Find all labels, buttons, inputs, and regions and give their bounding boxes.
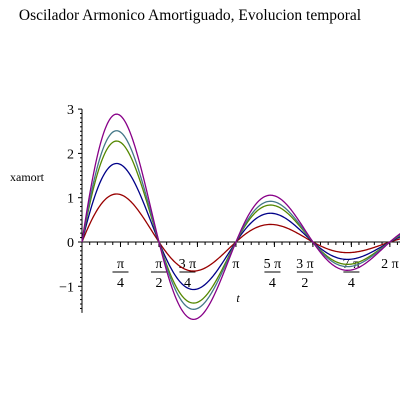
chart-title: Oscilador Armonico Amortiguado, Evolucio… xyxy=(19,7,361,24)
x-tick-numerator: π xyxy=(232,257,239,272)
x-tick-denominator: 4 xyxy=(117,276,124,291)
y-tick-label: −1 xyxy=(59,280,74,295)
x-tick-denominator: 2 xyxy=(301,276,308,291)
y-tick-label: 1 xyxy=(67,192,74,207)
series-line-3 xyxy=(81,140,400,304)
series-line-5 xyxy=(81,113,400,321)
x-tick-denominator: 4 xyxy=(184,276,191,291)
y-axis-label: xamort xyxy=(10,170,45,184)
series-line-2 xyxy=(81,162,400,291)
y-ticks: 3 2 1 0 −1 xyxy=(59,103,82,309)
x-tick-denominator: 4 xyxy=(269,276,276,291)
x-tick-numerator: π xyxy=(117,257,124,272)
series-group xyxy=(81,113,400,321)
series-line-4 xyxy=(81,130,400,310)
y-tick-label: 2 xyxy=(67,147,74,162)
x-tick-numerator: 5 π xyxy=(264,257,282,272)
x-tick-numerator: 2 π xyxy=(381,257,399,272)
x-tick-numerator: 3 π xyxy=(296,257,314,272)
x-tick-denominator: 4 xyxy=(348,276,355,291)
x-tick-denominator: 2 xyxy=(155,276,162,291)
y-tick-label: 3 xyxy=(67,103,74,118)
x-tick-numerator: π xyxy=(155,257,162,272)
x-axis-label: t xyxy=(236,291,240,305)
series-line-1 xyxy=(81,193,400,272)
y-tick-label: 0 xyxy=(67,236,74,251)
